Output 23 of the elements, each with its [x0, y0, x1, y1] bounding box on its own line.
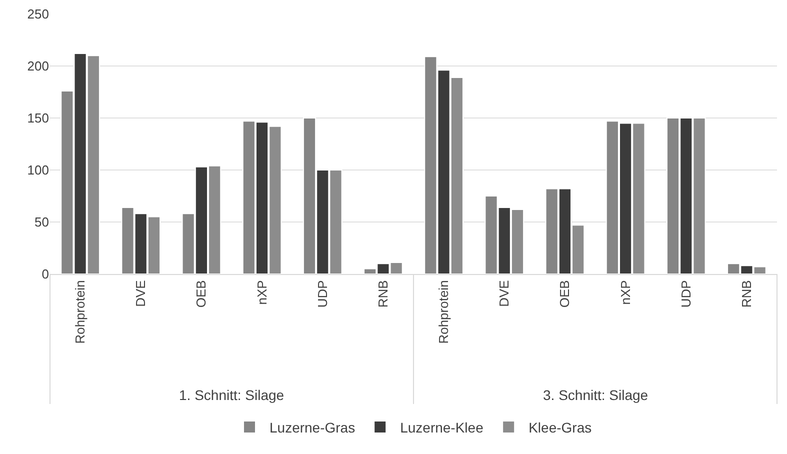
y-tick-label: 200: [27, 58, 49, 74]
text: 3. Schnitt: Silage: [543, 387, 648, 403]
legend-label: Luzerne-Klee: [400, 419, 484, 436]
y-tick-label: 100: [27, 162, 49, 178]
y-tick-label: 50: [34, 214, 49, 230]
x-tick-label: Rohprotein: [72, 280, 88, 344]
x-tick-label: RNB: [738, 280, 754, 308]
legend-label: Klee-Gras: [528, 419, 592, 436]
y-tick-label: 250: [27, 6, 49, 22]
x-tick-label: OEB: [557, 280, 572, 308]
x-tick-label: nXP: [254, 280, 270, 305]
x-tick-label: OEB: [194, 280, 209, 308]
x-tick-label: DVE: [496, 280, 512, 307]
legend-label: Luzerne-Gras: [270, 419, 356, 436]
x-tick-label: RNB: [375, 280, 390, 308]
y-tick-label: 0: [42, 266, 49, 282]
x-tick-label: UDP: [314, 280, 330, 308]
x-tick-label: Rohprotein: [436, 280, 452, 344]
y-tick-label: 150: [27, 110, 49, 126]
text: 1. Schnitt: Silage: [179, 387, 284, 403]
x-tick-label: DVE: [133, 280, 148, 307]
x-tick-label: nXP: [618, 280, 633, 305]
x-tick-label: UDP: [678, 280, 694, 308]
